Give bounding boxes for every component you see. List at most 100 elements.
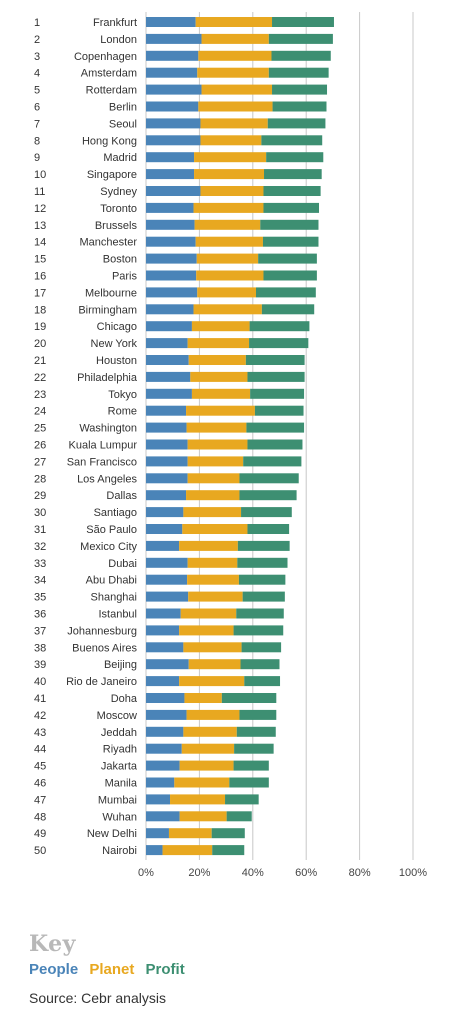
rank-label: 42 <box>34 710 46 722</box>
bar-segment-people <box>146 557 188 568</box>
rank-label: 46 <box>34 778 46 790</box>
bar-segment-profit <box>239 490 297 501</box>
x-tick-label: 20% <box>188 867 210 879</box>
bar-segment-people <box>146 777 175 788</box>
bar-segment-people <box>146 33 202 44</box>
bar-segment-profit <box>233 760 269 771</box>
bar-segment-planet <box>197 67 269 78</box>
bar-segment-people <box>146 490 187 501</box>
rank-label: 9 <box>34 152 40 164</box>
rank-label: 50 <box>34 845 46 857</box>
rank-label: 34 <box>34 575 46 587</box>
bar-segment-profit <box>225 794 259 805</box>
bar-segment-profit <box>243 456 302 467</box>
bar-segment-people <box>146 304 194 315</box>
bar-segment-profit <box>241 642 282 653</box>
bar-segment-profit <box>258 253 317 264</box>
rank-label: 30 <box>34 507 46 519</box>
bar-segment-profit <box>237 557 288 568</box>
city-label: Houston <box>96 355 137 367</box>
bar-segment-people <box>146 101 199 112</box>
rank-label: 48 <box>34 811 46 823</box>
bar-segment-people <box>146 524 183 534</box>
rank-label: 43 <box>34 727 46 739</box>
rank-label: 25 <box>34 423 46 435</box>
city-label: Rome <box>108 406 137 418</box>
bar-segment-planet <box>195 17 273 27</box>
bar-segment-planet <box>197 287 257 298</box>
city-label: Jakarta <box>101 761 138 773</box>
rank-label: 28 <box>34 473 46 485</box>
city-label: Amsterdam <box>81 68 137 80</box>
city-label: Berlin <box>109 102 137 114</box>
x-tick-label: 40% <box>242 867 264 879</box>
rank-label: 6 <box>34 102 40 114</box>
bar-segment-profit <box>266 152 324 163</box>
bar-segment-people <box>146 845 163 856</box>
city-label: Jeddah <box>101 727 137 739</box>
bar-segment-people <box>146 456 188 467</box>
bar-segment-profit <box>245 355 305 365</box>
bar-segment-planet <box>162 845 213 856</box>
bar-segment-planet <box>196 270 264 281</box>
bar-segment-planet <box>195 236 263 247</box>
bar-segment-profit <box>221 693 277 703</box>
city-label: Rotterdam <box>86 85 137 97</box>
rank-label: 22 <box>34 372 46 384</box>
bar-segment-people <box>146 253 197 264</box>
legend: Key People Planet Profit <box>29 931 192 978</box>
bar-segment-people <box>146 50 199 61</box>
bar-segment-people <box>146 828 169 839</box>
bar-segment-profit <box>212 845 245 856</box>
bar-segment-people <box>146 355 189 365</box>
city-label: Hong Kong <box>82 135 137 147</box>
rank-label: 41 <box>34 693 46 705</box>
city-label: London <box>100 34 137 46</box>
bar-segment-people <box>146 84 202 95</box>
bar-segment-people <box>146 693 185 703</box>
bar-segment-profit <box>250 388 305 399</box>
rank-label: 49 <box>34 828 46 840</box>
bar-segment-people <box>146 591 189 602</box>
bar-segment-planet <box>187 338 250 349</box>
rank-label: 44 <box>34 744 46 756</box>
rank-label: 18 <box>34 304 46 316</box>
rank-label: 32 <box>34 541 46 553</box>
city-label: Toronto <box>100 203 137 215</box>
bar-segment-people <box>146 270 197 281</box>
bar-segment-profit <box>267 118 326 129</box>
bar-segment-planet <box>190 371 248 382</box>
city-label: Shanghai <box>91 592 138 604</box>
bar-segment-profit <box>241 507 292 518</box>
x-tick-label: 60% <box>295 867 317 879</box>
bar-segment-people <box>146 338 188 349</box>
city-label: Manchester <box>80 237 138 249</box>
bar-segment-planet <box>201 84 273 95</box>
bar-segment-people <box>146 659 189 670</box>
city-label: Boston <box>103 254 137 266</box>
bar-segment-planet <box>200 135 262 146</box>
bar-segment-profit <box>263 270 317 281</box>
rank-label: 23 <box>34 389 46 401</box>
rank-label: 27 <box>34 456 46 468</box>
bar-segment-planet <box>181 743 235 754</box>
rank-label: 33 <box>34 558 46 570</box>
bar-segment-profit <box>247 439 303 450</box>
city-label: Frankfurt <box>93 17 137 29</box>
city-label: Doha <box>111 693 138 705</box>
bar-segment-planet <box>186 490 240 501</box>
bar-segment-profit <box>239 709 277 720</box>
bar-segment-profit <box>239 473 299 484</box>
bar-segment-people <box>146 743 182 754</box>
bar-segment-planet <box>187 439 248 450</box>
bar-segment-profit <box>256 287 316 298</box>
bar-segment-planet <box>186 422 247 433</box>
city-label: Moscow <box>97 710 137 722</box>
bar-segment-profit <box>234 743 274 754</box>
rank-label: 11 <box>34 186 45 198</box>
bar-segment-people <box>146 118 201 129</box>
x-axis-ticks: 0% 20% 40% 60% 80% 100% <box>138 867 427 879</box>
bar-segment-people <box>146 709 187 720</box>
city-label: Istanbul <box>98 609 137 621</box>
bar-segment-planet <box>191 388 251 399</box>
